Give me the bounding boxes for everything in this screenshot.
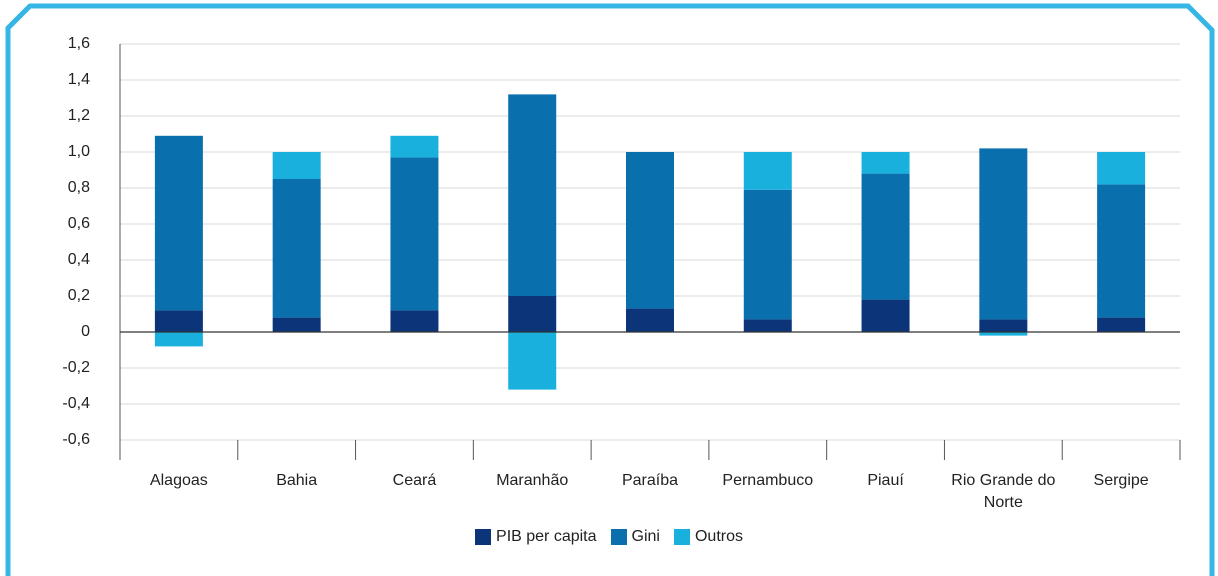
legend-label: Outros xyxy=(694,528,743,545)
x-tick-label: Ceará xyxy=(392,472,437,489)
y-tick-label: -0,4 xyxy=(62,395,90,412)
y-tick-label: 1,2 xyxy=(68,107,90,124)
bar-segment xyxy=(626,308,674,332)
bar-segment xyxy=(390,135,439,158)
bars xyxy=(154,94,1146,390)
bar-segment xyxy=(154,332,203,347)
bar-segment xyxy=(979,148,1028,320)
bar-segment xyxy=(1097,317,1146,332)
bar-segment xyxy=(979,319,1028,332)
bar-segment xyxy=(861,152,910,174)
y-tick-label: 0,2 xyxy=(68,287,90,304)
x-tick-label: Paraíba xyxy=(621,472,679,489)
y-tick-label: -0,6 xyxy=(62,431,90,448)
y-tick-label: 1,4 xyxy=(68,71,90,88)
bar-segment xyxy=(743,189,792,320)
bar-segment xyxy=(626,152,674,309)
legend-item: Outros xyxy=(673,528,743,546)
y-tick-label: 0,8 xyxy=(68,179,90,196)
legend-swatch xyxy=(610,529,627,545)
bar-segment xyxy=(272,179,321,318)
x-tick-label: Maranhão xyxy=(496,472,569,489)
legend: PIB per capita Gini Outros xyxy=(0,528,1218,546)
y-tick-label: 0 xyxy=(81,323,90,340)
bar-segment xyxy=(1097,184,1146,318)
legend-label: PIB per capita xyxy=(496,528,597,545)
bar-segment xyxy=(154,135,203,311)
bar-segment xyxy=(390,310,439,332)
x-tick-label: Alagoas xyxy=(149,472,208,489)
y-tick-label: 1,0 xyxy=(68,143,90,160)
legend-item: Gini xyxy=(610,528,660,546)
legend-swatch xyxy=(475,529,492,545)
x-tick-label: Piauí xyxy=(867,472,904,489)
x-tick-label: Sergipe xyxy=(1093,472,1149,489)
legend-label: Gini xyxy=(631,528,660,545)
bar-segment xyxy=(743,319,792,332)
y-tick-label: 0,4 xyxy=(68,251,90,268)
axes: -0,6 -0,4 -0,2 0 0,2 0,4 0,6 0,8 1,0 1,2 1,4 1,6 xyxy=(62,35,1181,460)
bar-segment xyxy=(508,332,557,390)
bar-segment xyxy=(979,332,1028,336)
x-tick-label: Pernambuco xyxy=(722,472,814,489)
bar-segment xyxy=(508,94,557,297)
y-tick-label: -0,2 xyxy=(62,359,90,376)
bar-segment xyxy=(154,310,203,332)
legend-item: PIB per capita xyxy=(475,528,597,546)
bar-segment xyxy=(861,299,910,332)
legend-swatch xyxy=(673,529,690,545)
bar-segment xyxy=(272,317,321,332)
y-tick-label: 1,6 xyxy=(68,35,90,52)
frame xyxy=(5,3,1215,576)
x-tick-label: Bahia xyxy=(276,472,318,489)
bar-segment xyxy=(390,157,439,311)
bar-segment xyxy=(743,152,792,190)
bar-segment xyxy=(508,296,557,332)
x-tick-label: Rio Grande do Norte xyxy=(951,472,1056,511)
y-tick-label: 0,6 xyxy=(68,215,90,232)
bar-segment xyxy=(272,152,321,179)
bar-segment xyxy=(1097,152,1146,185)
bar-segment xyxy=(861,173,910,300)
